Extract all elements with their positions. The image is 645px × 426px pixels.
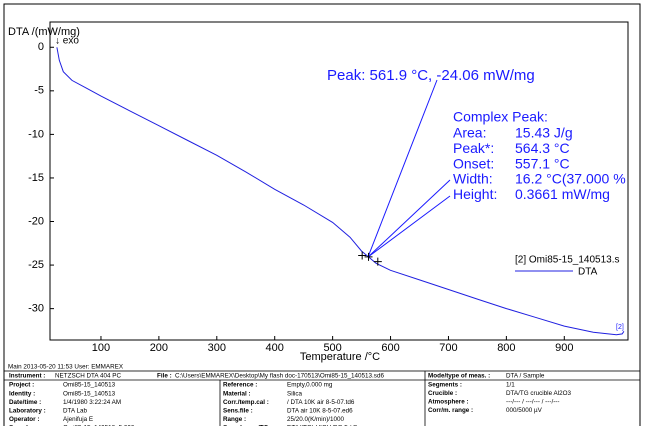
info-key: Corr/m. range : <box>428 407 473 414</box>
x-tick-label: 100 <box>92 342 110 354</box>
info-value: Omi85-15_140513 <box>63 382 116 389</box>
info-key: Instrument : <box>9 373 45 380</box>
legend-label: DTA <box>578 267 598 278</box>
info-value: / DTA 10K air 8-5-07.td6 <box>287 399 355 406</box>
info-key: Corr./temp.cal : <box>223 399 269 406</box>
complex-peak-label: Peak*: <box>453 140 494 156</box>
info-value: Omi85-15_140513, 5.000 mg <box>63 425 145 426</box>
info-key: Laboratory : <box>9 407 46 414</box>
complex-peak-label: Height: <box>453 186 497 202</box>
info-value: 000/5000 µV <box>506 407 543 414</box>
complex-peak-value: 557.1 °C <box>515 155 570 171</box>
x-axis-label: Temperature /°C <box>300 351 380 363</box>
complex-peak-value: 15.43 J/g <box>515 125 573 141</box>
info-key: Sample car./TC : <box>223 425 272 426</box>
info-key: File : <box>157 373 172 380</box>
info-key: Crucible : <box>428 390 457 397</box>
info-key: Segments : <box>428 381 462 388</box>
x-tick-label: 300 <box>208 342 226 354</box>
peak-annotation: Peak: 561.9 °C, -24.06 mW/mg <box>327 67 535 84</box>
info-value: DTA/TG crucible Al2O3 <box>506 390 571 397</box>
info-value: NETZSCH DTA 404 PC <box>55 373 121 380</box>
x-tick-label: 200 <box>150 342 168 354</box>
info-value: Ajenifuja E <box>63 416 93 423</box>
info-key: Range : <box>223 416 246 423</box>
info-table <box>3 370 641 426</box>
info-key: Atmosphere : <box>428 398 469 405</box>
complex-peak-label: Area: <box>453 125 486 141</box>
y-tick-label: -10 <box>28 128 44 140</box>
complex-peak-value: 564.3 °C <box>515 140 570 156</box>
peak-marker <box>358 251 367 260</box>
end-label: [2] <box>616 324 624 331</box>
info-key: Material : <box>223 390 251 397</box>
y-tick-label: -15 <box>28 172 44 184</box>
info-value: 1/4/1980 3:22:24 AM <box>63 399 121 406</box>
info-value: ---/--- / ---/--- / ---/--- <box>506 398 560 405</box>
info-value: Silica <box>287 390 303 397</box>
y-tick-label: -25 <box>28 259 44 271</box>
y-tick-label: 0 <box>38 41 44 53</box>
x-tick-label: 900 <box>555 342 573 354</box>
complex-peak-label: Width: <box>453 171 493 187</box>
peak-marker <box>364 252 373 261</box>
legend-title: [2] Omi85-15_140513.s <box>515 255 620 266</box>
y-tick-label: -5 <box>34 85 44 97</box>
info-value: DTA air 10K 8-5-07.ed6 <box>287 407 353 414</box>
y-axis-label: DTA /(mW/mg) <box>8 26 80 38</box>
info-value: 1/1 <box>506 381 515 388</box>
exo-label: ↓ exo <box>55 36 79 47</box>
info-value: DTA Lab <box>63 407 88 414</box>
info-key: Mode/type of meas. : <box>428 373 490 380</box>
x-tick-label: 400 <box>266 342 284 354</box>
info-key: Sample : <box>9 425 35 426</box>
complex-peak-title: Complex Peak: <box>453 109 548 125</box>
leader-line <box>367 179 451 258</box>
complex-peak-value: 0.3661 mW/mg <box>515 186 610 202</box>
info-key: Operator : <box>9 416 39 423</box>
plot-area <box>49 21 629 341</box>
info-key: Identity : <box>9 390 35 397</box>
frame <box>3 3 641 426</box>
leader-line <box>367 195 451 258</box>
peak-marker <box>373 257 382 266</box>
info-cells: Instrument : NETZSCH DTA 404 PC File : C:\U… <box>9 373 571 426</box>
info-key: Project : <box>9 382 34 389</box>
info-value: DTA/(TG) HIGH RG 5 / S <box>287 425 357 426</box>
info-value: DTA / Sample <box>506 373 545 380</box>
y-tick-label: -30 <box>28 303 44 315</box>
data-line <box>56 47 625 336</box>
complex-peak-label: Onset: <box>453 155 494 171</box>
x-tick-label: 600 <box>381 342 399 354</box>
info-key: Date/time : <box>9 399 41 406</box>
x-tick-label: 800 <box>497 342 515 354</box>
info-key: Reference : <box>223 382 257 389</box>
complex-peak-value: 16.2 °C(37.000 % <box>515 171 626 187</box>
info-value: C:\Users\EMMAREX\Desktop\My flash doc-17… <box>175 373 384 380</box>
info-value: 25/20.0(K/min)/1000 <box>287 416 345 423</box>
main-info: Main 2013-05-20 11:53 User: EMMAREX <box>8 364 124 371</box>
info-value: Empty,0.000 mg <box>287 382 333 389</box>
info-key: Sens.file : <box>223 407 253 414</box>
y-tick-label: -20 <box>28 215 44 227</box>
x-tick-label: 700 <box>439 342 457 354</box>
info-value: Omi85-15_140513 <box>63 390 116 397</box>
x-tick-label: 500 <box>323 342 341 354</box>
leader-line <box>367 79 438 258</box>
complex-peak: Area: 15.43 J/g Peak*: 564.3 °C Onset: 557.1 … <box>453 125 626 202</box>
